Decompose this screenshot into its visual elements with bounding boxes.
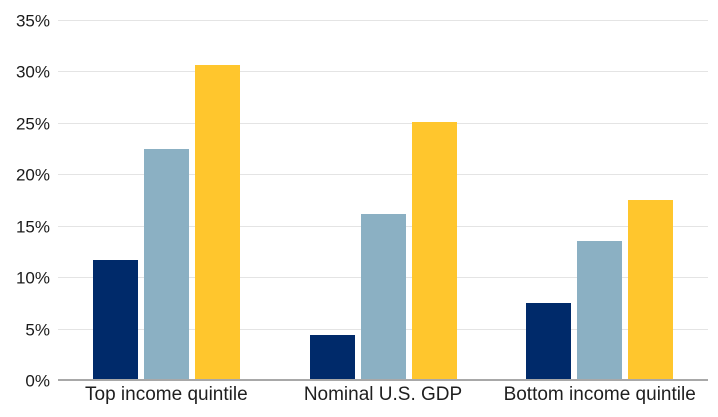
plot-area <box>58 20 708 381</box>
bar-series-1-dark-navy <box>526 303 572 379</box>
bar-series-3-yellow <box>194 64 240 379</box>
bar-series-3-yellow <box>411 122 457 379</box>
y-tick-label: 15% <box>15 217 50 237</box>
bar-group <box>491 21 708 379</box>
bar-series-2-light-blue <box>577 240 623 379</box>
x-tick-label: Top income quintile <box>85 384 248 405</box>
bar-series-1-dark-navy <box>92 260 138 379</box>
gridline <box>58 71 708 73</box>
x-axis: Top income quintile Nominal U.S. GDP Botto… <box>58 384 708 406</box>
bar-groups <box>58 21 708 379</box>
bar-series-3-yellow <box>628 200 674 379</box>
bar-series-2-light-blue <box>360 214 406 379</box>
y-tick-label: 20% <box>15 165 50 185</box>
bar-series-2-light-blue <box>143 148 189 379</box>
x-axis-line <box>58 379 708 381</box>
bar-group <box>275 21 492 379</box>
gridline <box>58 122 708 124</box>
bar-series-1-dark-navy <box>309 335 355 379</box>
x-tick-label: Nominal U.S. GDP <box>303 384 463 405</box>
y-axis: 0% 5% 10% 15% 20% 25% 30% 35% <box>0 13 50 390</box>
y-tick-label: 0% <box>25 371 50 391</box>
y-tick-label: 25% <box>15 114 50 134</box>
y-tick-label: 10% <box>15 268 50 288</box>
x-tick-label: Bottom income quintile <box>503 384 696 405</box>
y-tick-label: 30% <box>15 62 50 82</box>
bar-group <box>58 21 275 379</box>
gridline <box>58 20 708 21</box>
y-tick-label: 5% <box>25 320 50 340</box>
gridline <box>58 174 708 176</box>
y-tick-label: 35% <box>15 11 50 31</box>
